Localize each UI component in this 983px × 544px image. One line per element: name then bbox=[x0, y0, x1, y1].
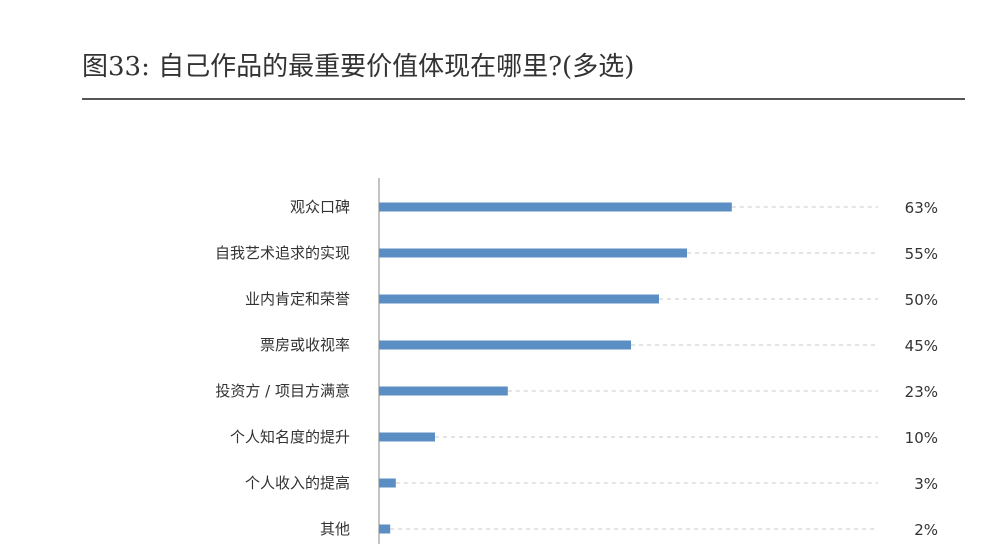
category-label: 票房或收视率 bbox=[260, 336, 350, 354]
bar bbox=[379, 202, 732, 212]
bar bbox=[379, 294, 659, 304]
bar bbox=[379, 340, 631, 350]
chart-title: 图33: 自己作品的最重要价值体现在哪里?(多选) bbox=[82, 52, 635, 82]
category-label: 观众口碑 bbox=[290, 198, 350, 216]
value-label: 50% bbox=[905, 291, 938, 309]
category-label: 个人收入的提高 bbox=[245, 474, 350, 492]
value-label: 63% bbox=[905, 199, 938, 217]
bar bbox=[379, 524, 391, 534]
category-label: 业内肯定和荣誉 bbox=[245, 290, 350, 308]
category-label: 个人知名度的提升 bbox=[230, 428, 350, 446]
title-divider bbox=[82, 98, 965, 100]
value-label: 23% bbox=[905, 383, 938, 401]
bar bbox=[379, 248, 687, 258]
value-labels: 63% 55% 50% 45% 23% 10% 3% 2% bbox=[905, 199, 938, 539]
category-label: 自我艺术追求的实现 bbox=[215, 244, 350, 262]
bar bbox=[379, 432, 435, 442]
bar bbox=[379, 386, 508, 396]
value-label: 55% bbox=[905, 245, 938, 263]
category-label: 投资方 / 项目方满意 bbox=[215, 382, 350, 400]
bar bbox=[379, 478, 396, 488]
value-label: 45% bbox=[905, 337, 938, 355]
bars bbox=[379, 202, 732, 534]
value-label: 10% bbox=[905, 429, 938, 447]
value-label: 3% bbox=[914, 475, 938, 493]
category-label: 其他 bbox=[320, 520, 350, 538]
value-label: 2% bbox=[914, 521, 938, 539]
guide-lines bbox=[390, 206, 878, 530]
